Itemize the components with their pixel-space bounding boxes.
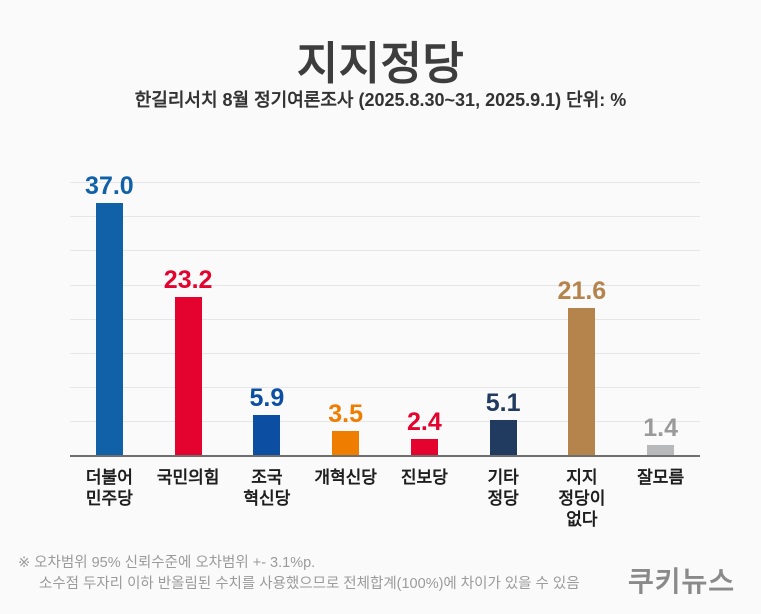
bar-조국혁신당 (253, 414, 281, 455)
page-subtitle: 한길리서치 8월 정기여론조사 (2025.8.30~31, 2025.9.1)… (134, 90, 627, 110)
footnote-line-2: 소수점 두자리 이하 반올림된 수치를 사용했으므로 전체합계(100%)에 차… (39, 576, 580, 592)
bar-category-label-개혁신당: 개혁신당 (314, 468, 377, 487)
gridline-15 (70, 352, 700, 354)
bar-category-label-국민의힘: 국민의힘 (156, 468, 220, 487)
kukinews-logo: 쿠키뉴스 (627, 566, 735, 597)
bar-잘모름 (647, 445, 675, 455)
x-axis-line (70, 455, 700, 457)
bar-value-label-국민의힘: 23.2 (163, 265, 213, 294)
bar-category-label-진보당: 진보당 (400, 468, 448, 487)
bar-개혁신당 (332, 431, 360, 455)
bar-category-label-잘모름: 잘모름 (637, 468, 685, 487)
bar-지지정당이 없다 (568, 307, 596, 455)
page-title: 지지정당 (296, 38, 465, 89)
gridline-25 (70, 284, 700, 286)
gridline-20 (70, 318, 700, 320)
bar-더불어민주당 (95, 202, 123, 455)
gridline-5 (70, 420, 700, 422)
bar-category-label-조국혁신당: 조국 혁신당 (243, 468, 291, 508)
footnote-line-1: ※ 오차범위 95% 신뢰수준에 오차범위 +- 3.1%p. (18, 555, 316, 571)
bar-진보당 (410, 438, 438, 455)
bar-value-label-지지정당이 없다: 21.6 (557, 276, 607, 305)
footnote: ※ 오차범위 95% 신뢰수준에 오차범위 +- 3.1%p. 소수점 두자리 … (18, 553, 580, 595)
gridline-10 (70, 386, 700, 388)
bar-value-label-더불어민주당: 37.0 (85, 171, 134, 200)
bar-category-label-지지정당이 없다: 지지 정당이 없다 (558, 468, 606, 529)
gridline-35 (70, 216, 700, 218)
bar-value-label-조국혁신당: 5.9 (249, 383, 285, 412)
gridline-30 (70, 250, 700, 252)
bar-category-label-기타정당: 기타 정당 (487, 468, 519, 508)
bar-기타정당 (489, 420, 517, 455)
bar-국민의힘 (174, 296, 202, 455)
bar-value-label-잘모름: 1.4 (643, 414, 679, 443)
bar-value-label-기타정당: 5.1 (485, 389, 521, 418)
gridline-40 (70, 182, 700, 184)
bar-category-label-더불어민주당: 더불어 민주당 (85, 468, 133, 508)
bar-value-label-개혁신당: 3.5 (328, 400, 364, 429)
bar-value-label-진보당: 2.4 (406, 407, 442, 436)
